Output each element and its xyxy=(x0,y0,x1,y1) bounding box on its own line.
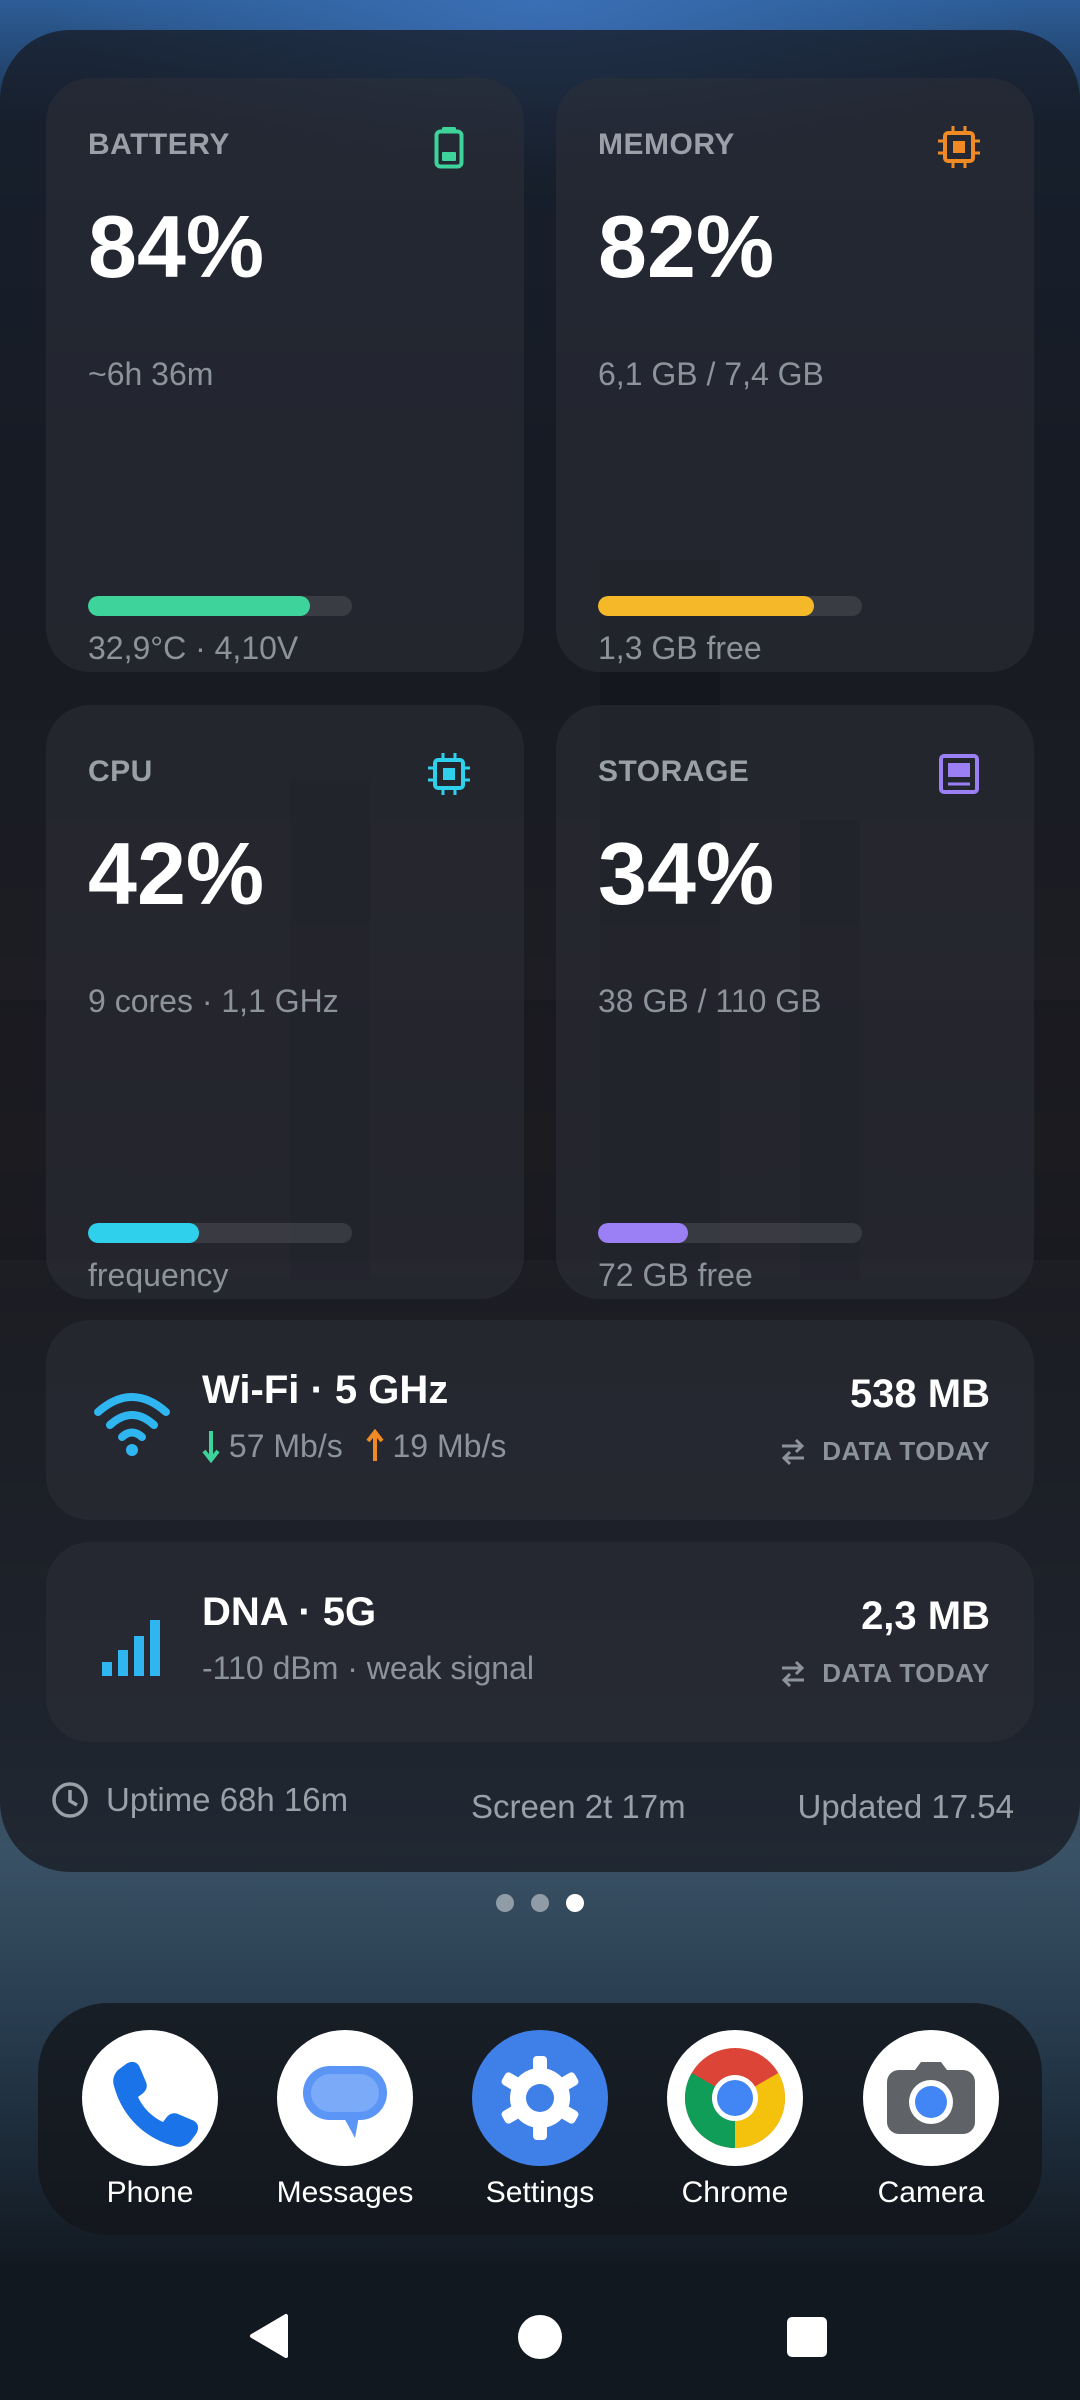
storage-used-total: 38 GB / 110 GB xyxy=(598,983,822,1019)
page-dot-2[interactable] xyxy=(531,1894,549,1912)
storage-level-bar xyxy=(598,1223,862,1243)
home-icon[interactable] xyxy=(517,2314,563,2360)
storage-label: STORAGE xyxy=(598,755,750,788)
camera-icon[interactable] xyxy=(863,2030,999,2166)
screen-time: Screen 2t 17m xyxy=(471,1788,686,1825)
dock-app-label: Messages xyxy=(276,2176,414,2209)
cellular-data-today: DATA TODAY xyxy=(778,1658,990,1689)
navigation-bar xyxy=(0,2272,1080,2400)
memory-card[interactable]: MEMORY 82% 6,1 GB / 7,4 GB 1,3 GB free xyxy=(556,78,1034,672)
uptime: Uptime 68h 16m xyxy=(50,1780,348,1820)
clock-icon xyxy=(52,1782,88,1818)
page-dot-3[interactable] xyxy=(566,1894,584,1912)
memory-percent: 82% xyxy=(598,197,775,296)
battery-label: BATTERY xyxy=(88,128,230,161)
cpu-cores-frequency: 9 cores · 1,1 GHz xyxy=(88,983,339,1019)
page-indicator[interactable] xyxy=(0,1894,1080,1914)
battery-icon xyxy=(434,127,464,169)
memory-level-fill xyxy=(598,596,815,616)
battery-time-remaining: ~6h 36m xyxy=(88,356,214,392)
storage-icon xyxy=(939,754,979,794)
cpu-percent: 42% xyxy=(88,824,265,923)
cpu-level-fill xyxy=(88,1223,199,1243)
wifi-data-amount: 538 MB xyxy=(849,1372,990,1416)
cpu-label: CPU xyxy=(88,755,153,788)
cellular-data-today-label: DATA TODAY xyxy=(822,1658,990,1688)
memory-free: 1,3 GB free xyxy=(598,630,762,666)
phone-icon[interactable] xyxy=(82,2030,218,2166)
memory-label: MEMORY xyxy=(598,128,735,161)
system-monitor-widget[interactable]: BATTERY 84% ~6h 36m 32,9°C · 4,10V MEMOR… xyxy=(0,30,1080,1872)
cellular-signal-detail: -110 dBm · weak signal xyxy=(202,1650,534,1686)
cpu-foot-label: frequency xyxy=(88,1257,229,1293)
page-dot-1[interactable] xyxy=(496,1894,514,1912)
download-arrow-icon xyxy=(202,1431,220,1464)
storage-card[interactable]: STORAGE 34% 38 GB / 110 GB 72 GB free xyxy=(556,705,1034,1299)
storage-level-fill xyxy=(598,1223,688,1243)
updated-time: Updated 17.54 xyxy=(797,1788,1014,1825)
recents-icon[interactable] xyxy=(786,2316,828,2358)
back-icon[interactable] xyxy=(246,2312,292,2360)
memory-level-bar xyxy=(598,596,862,616)
battery-percent: 84% xyxy=(88,197,265,296)
cellular-card[interactable]: DNA · 5G -110 dBm · weak signal 2,3 MB D… xyxy=(46,1542,1034,1742)
wifi-data-today-label: DATA TODAY xyxy=(822,1436,990,1466)
cpu-level-bar xyxy=(88,1223,352,1243)
memory-used-total: 6,1 GB / 7,4 GB xyxy=(598,356,824,392)
cellular-data-amount: 2,3 MB xyxy=(861,1594,990,1638)
signal-bars-icon xyxy=(102,1620,160,1676)
dock-app-messages[interactable]: Messages xyxy=(265,2030,425,2210)
messages-icon[interactable] xyxy=(277,2030,413,2166)
battery-level-bar xyxy=(88,596,352,616)
transfer-arrows-icon xyxy=(782,1660,805,1688)
dock-app-chrome[interactable]: Chrome xyxy=(655,2030,815,2210)
wifi-upload-speed: 19 Mb/s xyxy=(392,1428,507,1464)
dock-app-label: Settings xyxy=(485,2176,595,2209)
battery-temp-voltage: 32,9°C · 4,10V xyxy=(88,630,299,666)
chip-icon xyxy=(938,126,980,168)
wifi-data-today: DATA TODAY xyxy=(778,1436,990,1467)
dock-app-label: Chrome xyxy=(681,2176,789,2209)
cpu-icon xyxy=(428,753,470,795)
battery-card[interactable]: BATTERY 84% ~6h 36m 32,9°C · 4,10V xyxy=(46,78,524,672)
dock-app-settings[interactable]: Settings xyxy=(460,2030,620,2210)
wifi-download-speed: 57 Mb/s xyxy=(228,1428,343,1464)
wifi-card[interactable]: Wi-Fi · 5 GHz 57 Mb/s 19 Mb/s 538 MB DAT… xyxy=(46,1320,1034,1520)
dock-app-camera[interactable]: Camera xyxy=(851,2030,1011,2210)
storage-free: 72 GB free xyxy=(598,1257,753,1293)
wifi-icon xyxy=(94,1393,170,1456)
dock-app-label: Phone xyxy=(106,2176,194,2209)
cellular-title: DNA · 5G xyxy=(202,1590,377,1634)
storage-percent: 34% xyxy=(598,824,775,923)
wifi-title: Wi-Fi · 5 GHz xyxy=(202,1368,449,1412)
wifi-speeds: 57 Mb/s 19 Mb/s xyxy=(202,1428,506,1465)
battery-level-fill xyxy=(88,596,310,616)
uptime-text: Uptime 68h 16m xyxy=(106,1781,349,1818)
dock-app-phone[interactable]: Phone xyxy=(70,2030,230,2210)
upload-arrow-icon xyxy=(366,1428,384,1461)
transfer-arrows-icon xyxy=(782,1438,805,1466)
chrome-icon[interactable] xyxy=(667,2030,803,2166)
cpu-card[interactable]: CPU 42% 9 cores · 1,1 GHz frequency xyxy=(46,705,524,1299)
settings-gear-icon[interactable] xyxy=(472,2030,608,2166)
dock-app-label: Camera xyxy=(877,2176,985,2209)
